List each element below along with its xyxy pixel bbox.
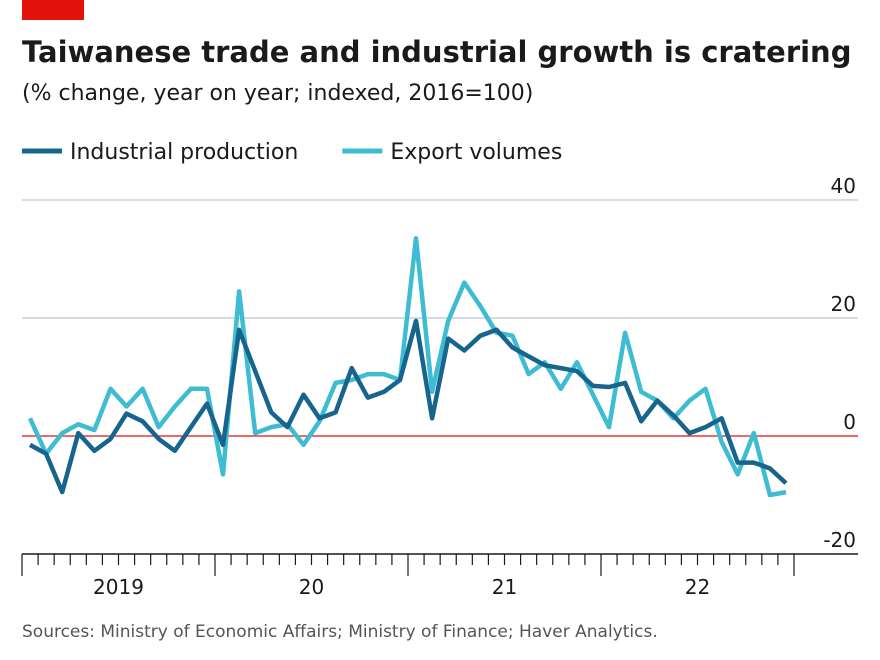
source-note: Sources: Ministry of Economic Affairs; M…: [22, 622, 658, 642]
y-tick-label: 20: [831, 292, 856, 316]
y-tick-label: 40: [831, 174, 856, 198]
y-tick-label: 0: [843, 410, 856, 434]
x-tick-label: 2019: [93, 575, 144, 599]
chart-title: Taiwanese trade and industrial growth is…: [22, 35, 851, 69]
y-tick-label: -20: [823, 528, 856, 552]
x-tick-label: 21: [492, 575, 517, 599]
series-line: [27, 236, 787, 498]
x-tick-label: 22: [685, 575, 710, 599]
legend-label: Export volumes: [390, 140, 562, 165]
brand-tag: [22, 0, 84, 20]
x-tick-label: 20: [299, 575, 324, 599]
chart-subtitle: (% change, year on year; indexed, 2016=1…: [22, 81, 533, 106]
legend-label: Industrial production: [70, 140, 298, 165]
series-line: [28, 318, 788, 495]
